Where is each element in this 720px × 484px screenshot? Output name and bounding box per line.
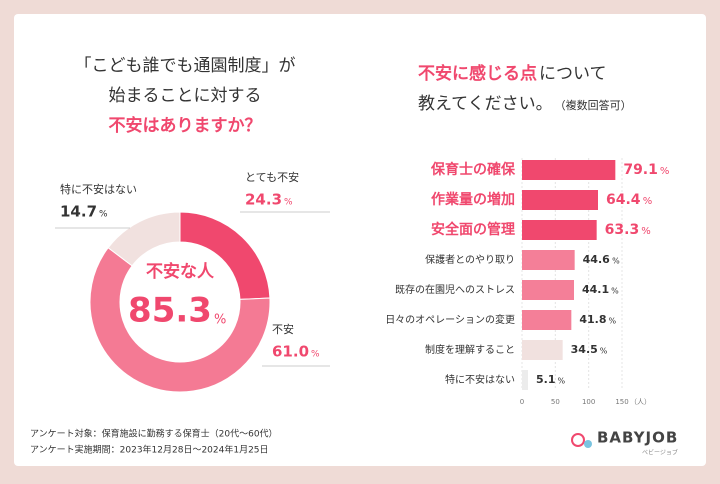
x-tick-label: 50 bbox=[551, 398, 560, 406]
x-tick-label: 100 bbox=[582, 398, 595, 406]
bar bbox=[522, 220, 597, 240]
unit: % bbox=[608, 317, 616, 326]
unit: % bbox=[612, 257, 620, 266]
unit: % bbox=[600, 347, 608, 356]
slice-label: とても不安 bbox=[245, 170, 299, 184]
x-tick-label: 0 bbox=[520, 398, 524, 406]
logo-sub: ベビージョブ bbox=[642, 449, 678, 457]
donut-segment bbox=[89, 247, 271, 393]
slice-label: 特に不安はない bbox=[60, 182, 137, 196]
unit: % bbox=[214, 313, 226, 328]
title: 不安に感じる点 bbox=[418, 63, 537, 84]
percent-label: 34.5 bbox=[571, 343, 598, 356]
donut-segment bbox=[107, 211, 181, 267]
bar bbox=[522, 160, 616, 180]
unit: % bbox=[311, 350, 320, 360]
category-label: 安全面の管理 bbox=[431, 221, 515, 238]
title-line: 始まることに対する bbox=[109, 86, 262, 106]
logo: BABYJOB bbox=[597, 429, 678, 447]
unit: % bbox=[99, 210, 108, 220]
title-note: （複数回答可） bbox=[555, 98, 632, 112]
category-label: 保育士の確保 bbox=[430, 161, 516, 178]
unit: % bbox=[558, 377, 566, 386]
percent-label: 64.4 bbox=[606, 192, 641, 208]
bar bbox=[522, 340, 563, 360]
category-label: 作業量の増加 bbox=[431, 191, 515, 208]
bar bbox=[522, 310, 572, 330]
title: 教えてください。 bbox=[418, 94, 553, 114]
logo-mark bbox=[584, 440, 592, 448]
bar bbox=[522, 280, 574, 300]
title-line: 「こども誰でも通園制度」が bbox=[75, 56, 296, 76]
title: について bbox=[539, 64, 607, 84]
category-label: 日々のオペレーションの変更 bbox=[385, 313, 515, 326]
percent-label: 79.1 bbox=[623, 162, 658, 178]
unit: % bbox=[641, 226, 651, 237]
bar bbox=[522, 190, 598, 210]
footnote: アンケート対象：保育施設に勤務する保育士（20代〜60代） bbox=[30, 428, 278, 440]
footnote: アンケート実施期間：2023年12月28日〜2024年1月25日 bbox=[30, 444, 269, 456]
unit: % bbox=[611, 287, 619, 296]
percent-label: 41.8 bbox=[579, 313, 606, 326]
x-tick-label: 150 bbox=[615, 398, 628, 406]
bar bbox=[522, 250, 575, 270]
percent-label: 63.3 bbox=[605, 222, 640, 238]
category-label: 特に不安はない bbox=[445, 373, 515, 386]
slice-value: 24.3 bbox=[245, 191, 282, 209]
category-label: 保護者とのやり取り bbox=[425, 253, 515, 266]
center-value: 85.3 bbox=[128, 291, 212, 331]
percent-label: 44.6 bbox=[583, 253, 610, 266]
center-label: 不安な人 bbox=[146, 261, 215, 282]
x-axis-label: （人） bbox=[630, 398, 651, 406]
bar bbox=[522, 370, 528, 390]
unit: % bbox=[660, 166, 670, 177]
percent-label: 44.1 bbox=[582, 283, 609, 296]
unit: % bbox=[643, 196, 653, 207]
percent-label: 5.1 bbox=[536, 373, 556, 386]
logo-mark bbox=[571, 433, 585, 447]
unit: % bbox=[284, 198, 293, 208]
slice-value: 14.7 bbox=[60, 203, 97, 221]
title-line: 不安はありますか？ bbox=[109, 115, 262, 136]
category-label: 既存の在園児へのストレス bbox=[395, 283, 515, 296]
slice-label: 不安 bbox=[272, 322, 294, 336]
category-label: 制度を理解すること bbox=[425, 343, 515, 356]
slice-value: 61.0 bbox=[272, 343, 309, 361]
